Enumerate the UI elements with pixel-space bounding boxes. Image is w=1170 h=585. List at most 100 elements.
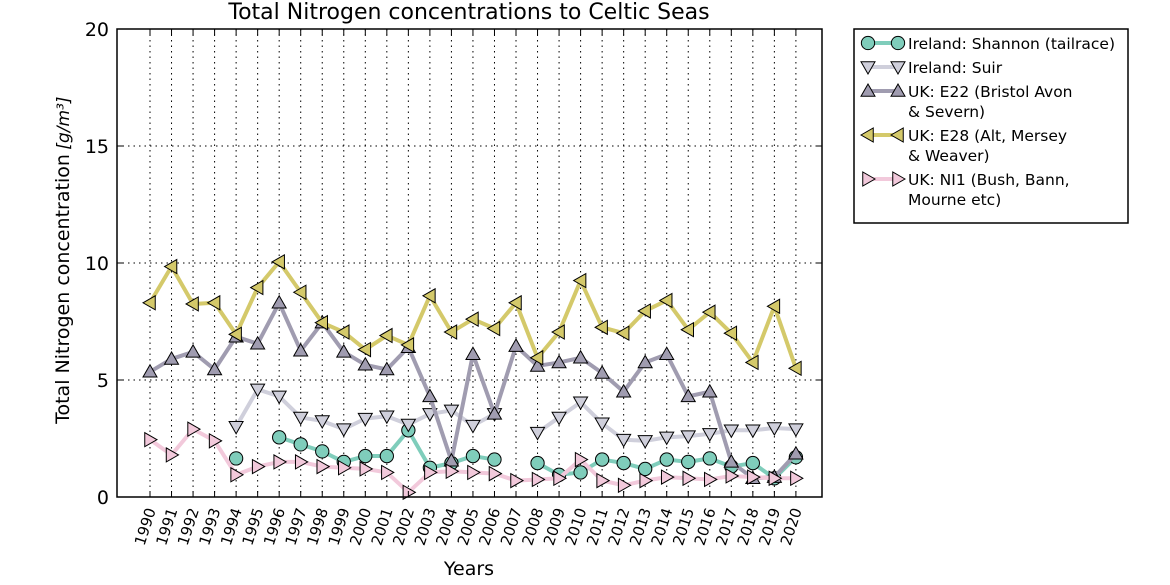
legend: Ireland: Shannon (tailrace) Ireland: Suir… (853, 28, 1129, 224)
data-point (510, 472, 525, 489)
data-point (658, 346, 675, 361)
x-axis-label: Years (443, 558, 494, 580)
data-point (335, 324, 350, 340)
data-point (230, 466, 245, 483)
data-point (768, 470, 783, 487)
data-point (358, 448, 373, 464)
data-point (359, 461, 374, 477)
legend-label: & Weaver) (908, 147, 990, 165)
data-point (378, 327, 393, 344)
data-point (357, 356, 374, 371)
data-point (443, 404, 460, 419)
data-point (292, 284, 307, 301)
legend-label: Mourne etc) (908, 191, 1001, 209)
data-point (788, 423, 804, 438)
data-point (787, 360, 802, 377)
data-point (293, 437, 308, 452)
data-point (486, 320, 501, 337)
data-point (594, 452, 610, 467)
data-point (381, 464, 395, 481)
data-point (251, 458, 266, 475)
data-point (294, 454, 309, 470)
y-axis-unit: [g/m³] (54, 96, 74, 149)
legend-marker (862, 171, 877, 187)
legend-marker (892, 171, 907, 187)
y-tick-label: 10 (85, 253, 109, 275)
data-point (723, 325, 738, 342)
data-point (658, 292, 673, 309)
series-2 (228, 383, 804, 449)
data-point (615, 383, 632, 398)
data-point (487, 452, 502, 467)
y-tick-label: 0 (97, 487, 109, 509)
y-tick-label: 5 (97, 370, 109, 392)
data-point (682, 470, 697, 487)
data-point (551, 354, 567, 369)
data-point (335, 343, 352, 358)
data-point (141, 294, 156, 311)
data-point (701, 304, 716, 321)
legend-marker (860, 61, 876, 76)
legend-marker (890, 61, 906, 76)
data-point (314, 415, 331, 429)
data-point (681, 454, 696, 470)
data-point (357, 412, 374, 427)
series-group (141, 253, 804, 501)
y-tick-label: 15 (85, 136, 109, 158)
legend-item-2: Ireland: Suir (860, 59, 1003, 77)
y-axis-label: Total Nitrogen concentration (52, 154, 74, 425)
data-point (702, 451, 717, 466)
series-3 (142, 294, 804, 485)
data-point (271, 390, 288, 405)
data-point (680, 388, 697, 403)
y-axis-label-group: Total Nitrogen concentration [g/m³] (52, 96, 74, 424)
data-point (701, 383, 718, 398)
data-point (465, 346, 481, 361)
data-point (744, 424, 761, 439)
data-point (271, 294, 288, 309)
data-point (723, 453, 740, 468)
legend-marker (890, 35, 906, 51)
data-point (594, 417, 610, 432)
axes: 1990199119921993199419951996199719981999… (85, 19, 822, 548)
data-point (165, 447, 180, 463)
data-point (335, 423, 352, 438)
data-point (573, 465, 588, 480)
data-point (187, 421, 202, 438)
data-point (680, 321, 694, 338)
legend-item-3: UK: E22 (Bristol Avon & Severn) (860, 82, 1073, 121)
data-point (163, 350, 180, 365)
legend-label: Ireland: Suir (908, 59, 1003, 77)
data-point (615, 325, 630, 342)
data-point (637, 435, 654, 449)
legend-marker (890, 82, 906, 97)
data-point (271, 253, 285, 270)
data-point (529, 426, 546, 441)
data-point (680, 430, 697, 445)
data-point (422, 388, 438, 403)
chart-title: Total Nitrogen concentrations to Celtic … (227, 0, 709, 25)
data-point (465, 419, 481, 434)
data-point (206, 361, 223, 376)
data-point (400, 418, 417, 433)
data-point (744, 354, 759, 371)
legend-label: & Severn) (908, 103, 985, 121)
data-point (637, 303, 651, 319)
data-point (790, 470, 804, 487)
data-point (788, 445, 804, 460)
data-point (551, 324, 565, 340)
data-point (508, 294, 522, 311)
data-point (402, 484, 417, 501)
data-point (616, 455, 631, 471)
data-point (443, 452, 460, 467)
series-5 (144, 421, 804, 501)
data-point (421, 287, 436, 304)
data-point (553, 470, 568, 487)
data-point (249, 335, 266, 350)
legend-label: UK: NI1 (Bush, Bann, (908, 171, 1070, 189)
data-point (615, 433, 632, 448)
data-point (292, 411, 309, 426)
data-point (424, 464, 438, 481)
data-point (249, 279, 264, 296)
